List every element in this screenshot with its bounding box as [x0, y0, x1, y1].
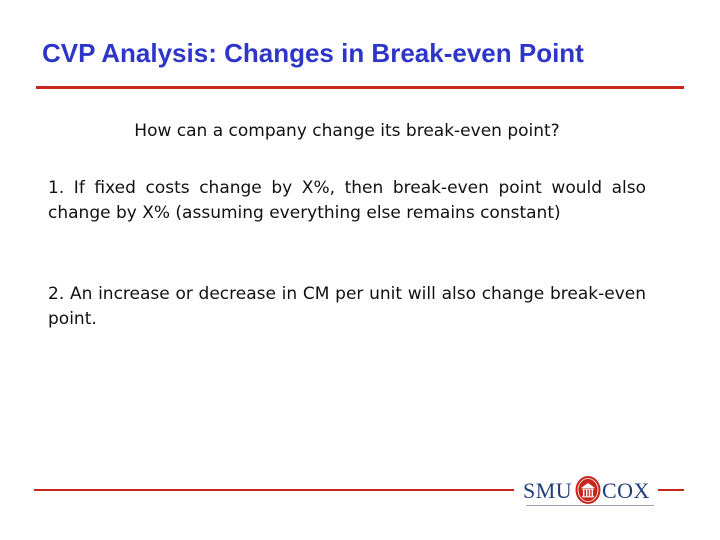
logo-underline	[526, 505, 654, 506]
slide-title: CVP Analysis: Changes in Break-even Poin…	[42, 38, 584, 68]
point-2: 2. An increase or decrease in CM per uni…	[48, 284, 646, 329]
question-text: How can a company change its break-even …	[134, 121, 560, 141]
smu-cox-logo: SMU COX	[520, 474, 656, 506]
seal-icon	[575, 476, 601, 504]
footer-rule-left	[34, 489, 514, 491]
logo-cox-text: COX	[602, 478, 650, 503]
point-1: 1. If fixed costs change by X%, then bre…	[48, 178, 646, 223]
logo-smu-text: SMU	[523, 478, 573, 503]
title-rule	[36, 86, 684, 89]
footer-rule-right	[658, 489, 684, 491]
